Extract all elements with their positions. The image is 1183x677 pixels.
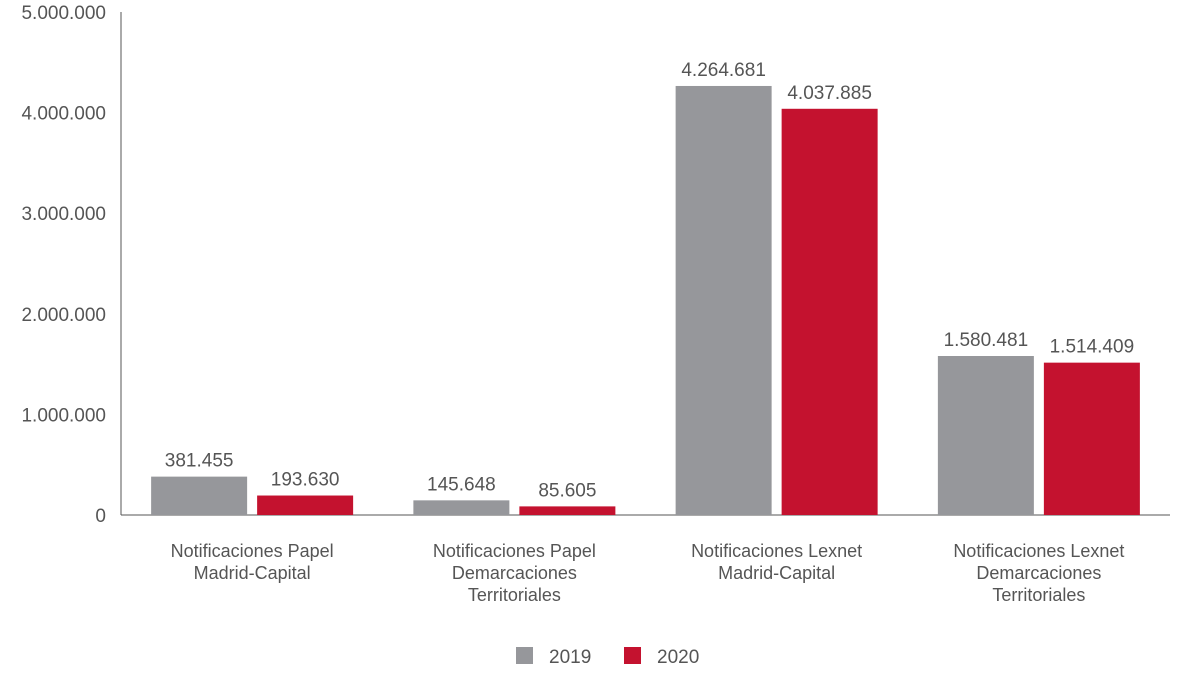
- y-tick-label: 0: [95, 506, 106, 527]
- category-label-line: Notificaciones Lexnet: [953, 541, 1124, 561]
- bar-2019-2: [413, 500, 510, 515]
- bar-2020-1: [257, 495, 354, 515]
- value-label: 1.580.481: [944, 330, 1029, 351]
- value-label: 4.264.681: [681, 60, 766, 81]
- y-axis-ticks: 0 1.000.000 2.000.000 3.000.000 4.000.000 5.0…: [21, 3, 106, 527]
- value-label: 85.605: [538, 480, 596, 501]
- y-tick-label: 3.000.000: [21, 204, 106, 225]
- bar-2019-4: [937, 356, 1034, 515]
- category-label: Notificaciones Papel Demarcaciones Territo…: [433, 541, 596, 605]
- bar-2020-2: [519, 506, 616, 515]
- category-label: Notificaciones Papel Madrid-Capital: [171, 541, 334, 583]
- bar-2019-1: [151, 476, 248, 515]
- category-labels: Notificaciones Papel Madrid-CapitalNotifi…: [171, 541, 1125, 605]
- y-tick-label: 2.000.000: [21, 305, 106, 326]
- y-tick-label: 4.000.000: [21, 104, 106, 125]
- value-label: 4.037.885: [787, 83, 872, 104]
- category-label-line: Notificaciones Lexnet: [691, 541, 862, 561]
- category-label: Notificaciones Lexnet Demarcaciones Territ…: [953, 541, 1124, 605]
- category-label-line: Demarcaciones: [452, 563, 577, 583]
- legend: 2019 2020: [516, 647, 699, 668]
- legend-swatch-2020: [624, 647, 641, 664]
- value-label: 145.648: [427, 474, 496, 495]
- category-label-line: Notificaciones Papel: [433, 541, 596, 561]
- category-label-line: Territoriales: [468, 585, 561, 605]
- category-label-line: Demarcaciones: [976, 563, 1101, 583]
- y-tick-label: 1.000.000: [21, 405, 106, 426]
- legend-swatch-2019: [516, 647, 533, 664]
- category-label-line: Madrid-Capital: [194, 563, 311, 583]
- value-label: 381.455: [165, 451, 234, 472]
- bar-2020-3: [781, 108, 878, 516]
- y-tick-label: 5.000.000: [21, 3, 106, 24]
- legend-label: 2019: [549, 647, 591, 668]
- bar-2019-3: [675, 85, 772, 516]
- value-label: 193.630: [271, 470, 340, 491]
- value-label: 1.514.409: [1050, 337, 1135, 358]
- category-label-line: Notificaciones Papel: [171, 541, 334, 561]
- bars: [151, 85, 1140, 516]
- legend-label: 2020: [657, 647, 699, 668]
- bar-2020-4: [1043, 362, 1140, 515]
- category-label-line: Madrid-Capital: [718, 563, 835, 583]
- category-label: Notificaciones Lexnet Madrid-Capital: [691, 541, 862, 583]
- category-label-line: Territoriales: [992, 585, 1085, 605]
- value-labels: 381.455 193.630 145.648 85.605 4.264.681 4.03…: [165, 60, 1134, 501]
